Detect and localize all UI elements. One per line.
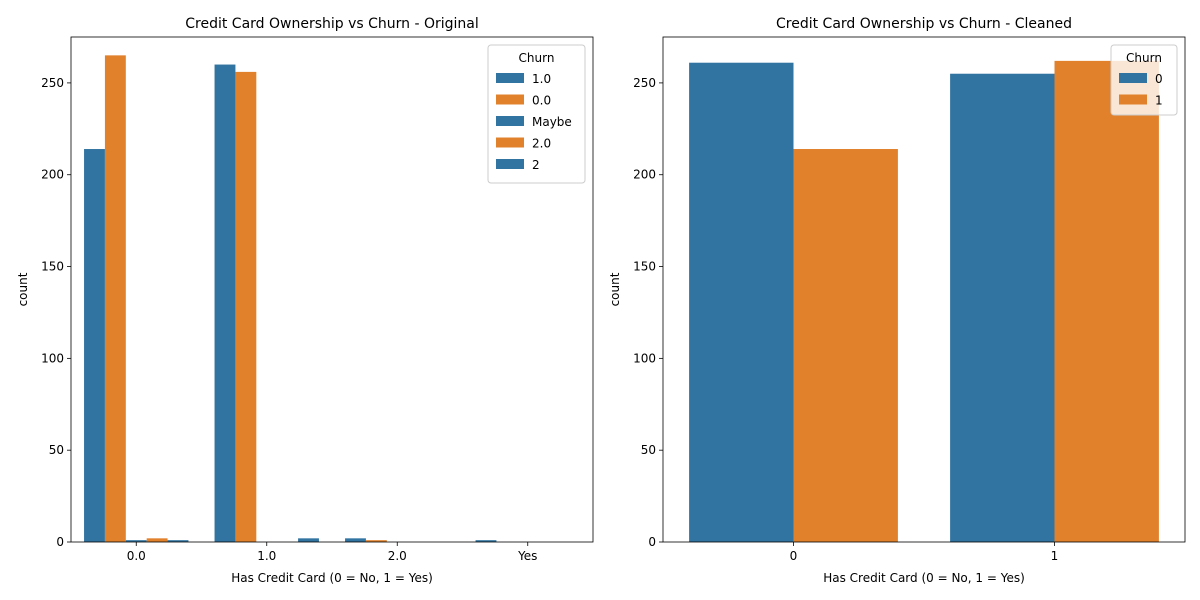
x-tick-label: Yes — [517, 549, 537, 563]
x-tick-label: 2.0 — [388, 549, 407, 563]
x-axis-label: Has Credit Card (0 = No, 1 = Yes) — [231, 571, 433, 585]
bar — [104, 55, 126, 542]
legend-entry-label: 0.0 — [532, 94, 551, 108]
y-tick-label: 250 — [41, 76, 64, 90]
y-axis-label: count — [608, 272, 622, 306]
bar — [125, 540, 147, 542]
legend-entry-label: 2.0 — [532, 137, 551, 151]
legend-entry-label: Maybe — [532, 115, 572, 129]
y-axis-label: count — [16, 272, 30, 306]
axes-frame — [662, 36, 1186, 543]
bar — [84, 149, 105, 542]
y-tick-label: 0 — [648, 535, 656, 549]
y-tick-label: 150 — [41, 260, 64, 274]
y-tick-label: 200 — [41, 168, 64, 182]
x-tick-label: 0.0 — [127, 549, 146, 563]
axes-frame — [70, 36, 594, 543]
chart-panel-1: Credit Card Ownership vs Churn - Origina… — [16, 16, 594, 585]
legend-entry-label: 0 — [1155, 72, 1163, 86]
legend-swatch — [496, 94, 524, 105]
legend-swatch — [1119, 94, 1147, 105]
x-tick-label: 0 — [790, 549, 798, 563]
bar — [235, 71, 257, 543]
legend-swatch — [496, 137, 524, 148]
y-tick-label: 50 — [641, 443, 656, 457]
legend-entry-label: 1 — [1155, 94, 1163, 108]
legend-swatch — [496, 116, 524, 126]
y-tick-label: 50 — [49, 443, 64, 457]
legend: Churn 1.0 0.0 Maybe 2.0 2 — [487, 44, 586, 184]
bar — [167, 540, 189, 542]
y-tick-label: 0 — [56, 535, 64, 549]
x-axis-label: Has Credit Card (0 = No, 1 = Yes) — [823, 571, 1025, 585]
legend-title: Churn — [1126, 51, 1162, 65]
bar — [345, 538, 366, 542]
chart-title: Credit Card Ownership vs Churn - Origina… — [185, 16, 479, 32]
y-tick-label: 100 — [41, 351, 64, 365]
bar — [365, 540, 387, 542]
bar — [475, 540, 497, 542]
bar — [793, 149, 898, 542]
chart-title: Credit Card Ownership vs Churn - Cleaned — [776, 16, 1072, 32]
bar — [950, 73, 1055, 543]
legend-swatch — [496, 159, 524, 169]
x-tick-label: 1.0 — [257, 549, 276, 563]
legend-swatch — [496, 73, 524, 83]
x-tick-label: 1 — [1051, 549, 1059, 563]
y-tick-label: 250 — [633, 76, 656, 90]
chart-panel-2: Credit Card Ownership vs Churn - Cleaned… — [608, 16, 1186, 585]
legend: Churn 0 1 — [1110, 44, 1178, 116]
bar — [1054, 60, 1159, 542]
bar — [146, 538, 168, 542]
bar — [298, 538, 319, 542]
y-tick-label: 150 — [633, 260, 656, 274]
bar — [214, 64, 236, 542]
bar — [689, 62, 794, 542]
legend-entry-label: 2 — [532, 158, 540, 172]
legend-title: Churn — [519, 51, 555, 65]
y-tick-label: 100 — [633, 351, 656, 365]
legend-swatch — [1119, 73, 1147, 83]
y-tick-label: 200 — [633, 168, 656, 182]
legend-entry-label: 1.0 — [532, 72, 551, 86]
